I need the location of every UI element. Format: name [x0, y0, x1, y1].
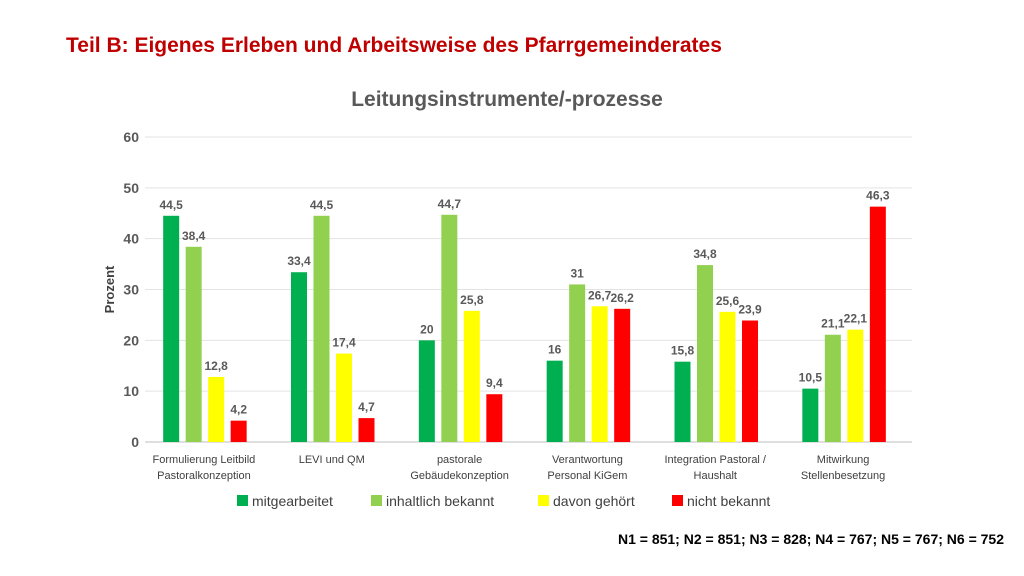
bars [163, 206, 886, 442]
bar-mitgearbeitet-5 [802, 388, 819, 442]
data-label-inhaltlich-bekannt-4: 34,8 [693, 247, 717, 261]
bar-davon-gehört-5 [847, 329, 864, 442]
data-label-inhaltlich-bekannt-5: 21,1 [821, 317, 845, 331]
bar-inhaltlich-bekannt-3 [569, 284, 586, 442]
bar-nicht-bekannt-2 [486, 394, 503, 442]
legend-label-davon-gehört: davon gehört [553, 493, 635, 509]
data-label-davon-gehört-0: 12,8 [204, 359, 228, 373]
category-label-5-1: Stellenbesetzung [801, 470, 885, 482]
y-tick-0: 0 [131, 434, 139, 450]
bar-davon-gehört-1 [336, 353, 352, 442]
y-tick-10: 10 [123, 383, 139, 399]
bar-davon-gehört-4 [719, 311, 736, 442]
legend-swatch-inhaltlich-bekannt [371, 495, 382, 506]
legend-label-inhaltlich-bekannt: inhaltlich bekannt [386, 493, 494, 509]
data-label-inhaltlich-bekannt-0: 38,4 [182, 229, 206, 243]
data-label-nicht-bekannt-4: 23,9 [738, 303, 762, 317]
data-label-nicht-bekannt-1: 4,7 [358, 400, 375, 414]
bar-mitgearbeitet-3 [546, 360, 563, 442]
legend-swatch-mitgearbeitet [237, 495, 248, 506]
y-tick-60: 60 [123, 129, 139, 145]
data-label-mitgearbeitet-2: 20 [420, 322, 434, 336]
bar-nicht-bekannt-0 [230, 420, 247, 442]
data-label-mitgearbeitet-4: 15,8 [671, 344, 695, 358]
category-label-1-0: LEVI und QM [299, 454, 365, 466]
bar-davon-gehört-0 [208, 376, 225, 442]
chart-title: Leitungsinstrumente/-prozesse [351, 88, 663, 111]
y-tick-40: 40 [123, 231, 139, 247]
y-tick-20: 20 [123, 332, 139, 348]
sample-size-note: N1 = 851; N2 = 851; N3 = 828; N4 = 767; … [617, 531, 1004, 547]
bar-inhaltlich-bekannt-4 [697, 265, 713, 442]
legend-label-mitgearbeitet: mitgearbeitet [252, 493, 333, 509]
category-label-3-0: Verantwortung [552, 454, 623, 466]
y-axis-label: Prozent [102, 265, 117, 313]
category-label-3-1: Personal KiGem [547, 470, 627, 482]
legend-label-nicht-bekannt: nicht bekannt [687, 493, 770, 509]
data-label-mitgearbeitet-5: 10,5 [799, 371, 823, 385]
bar-davon-gehört-2 [463, 310, 480, 442]
data-label-mitgearbeitet-3: 16 [548, 343, 562, 357]
category-label-2-1: Gebäudekonzeption [410, 470, 508, 482]
legend: mitgearbeitet inhaltlich bekannt davon geh… [237, 493, 770, 509]
data-label-mitgearbeitet-0: 44,5 [159, 198, 183, 212]
bar-mitgearbeitet-0 [163, 215, 180, 442]
bar-mitgearbeitet-4 [674, 361, 691, 442]
data-label-nicht-bekannt-3: 26,2 [610, 291, 634, 305]
data-label-mitgearbeitet-1: 33,4 [287, 254, 311, 268]
bar-nicht-bekannt-5 [869, 206, 886, 442]
bar-inhaltlich-bekannt-2 [441, 214, 458, 442]
category-label-5-0: Mitwirkung [817, 454, 870, 466]
category-label-4-1: Haushalt [694, 470, 737, 482]
data-label-davon-gehört-5: 22,1 [844, 312, 868, 326]
bar-mitgearbeitet-2 [418, 340, 435, 442]
data-label-nicht-bekannt-5: 46,3 [866, 189, 890, 203]
category-label-0-0: Formulierung Leitbild [153, 454, 256, 466]
category-labels: Formulierung Leitbild Pastoralkonzeption L… [153, 454, 886, 482]
data-label-davon-gehört-1: 17,4 [332, 336, 356, 350]
category-label-2-0: pastorale [437, 454, 482, 466]
bar-nicht-bekannt-3 [614, 308, 631, 442]
data-label-davon-gehört-2: 25,8 [460, 293, 484, 307]
bar-inhaltlich-bekannt-1 [313, 215, 330, 442]
bar-davon-gehört-3 [591, 306, 608, 442]
data-label-nicht-bekannt-2: 9,4 [486, 376, 503, 390]
data-label-inhaltlich-bekannt-3: 31 [570, 266, 584, 280]
y-tick-30: 30 [123, 282, 139, 298]
bar-inhaltlich-bekannt-5 [824, 334, 841, 442]
data-labels: 44,5 38,4 12,8 4,2 33,4 44,5 17,4 4,7 20 44,7 25,8… [159, 189, 889, 417]
data-label-davon-gehört-4: 25,6 [716, 294, 740, 308]
category-label-0-1: Pastoralkonzeption [157, 470, 251, 482]
bar-nicht-bekannt-4 [742, 320, 758, 442]
y-tick-50: 50 [123, 180, 139, 196]
bar-inhaltlich-bekannt-0 [185, 246, 202, 442]
category-label-4-0: Integration Pastoral / [664, 454, 766, 466]
gridlines [145, 136, 912, 443]
y-tick-labels: 0 10 20 30 40 50 60 [123, 129, 139, 450]
legend-swatch-nicht-bekannt [672, 495, 683, 506]
data-label-nicht-bekannt-0: 4,2 [230, 403, 247, 417]
bar-nicht-bekannt-1 [358, 418, 375, 442]
data-label-inhaltlich-bekannt-2: 44,7 [438, 197, 462, 211]
data-label-inhaltlich-bekannt-1: 44,5 [310, 198, 334, 212]
data-label-davon-gehört-3: 26,7 [588, 288, 612, 302]
bar-mitgearbeitet-1 [291, 272, 307, 442]
slide-title: Teil B: Eigenes Erleben und Arbeitsweise… [66, 34, 722, 57]
legend-swatch-davon-gehört [538, 495, 549, 506]
